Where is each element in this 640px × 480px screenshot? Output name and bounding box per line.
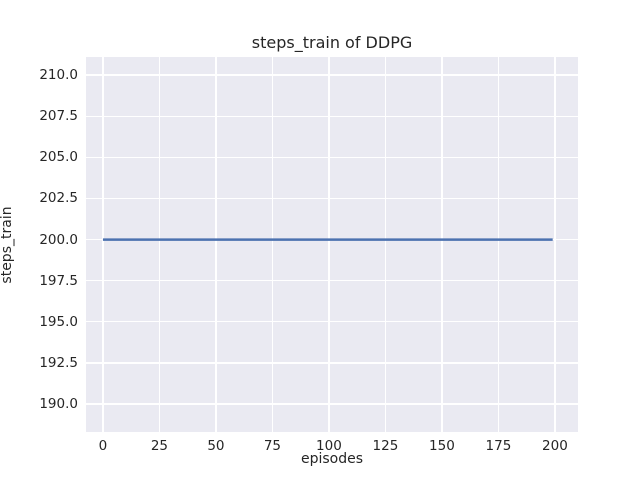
plot-area	[86, 57, 578, 432]
y-tick-label: 195.0	[39, 313, 78, 330]
y-tick-label: 200.0	[39, 231, 78, 248]
grid-line-vertical	[497, 57, 500, 432]
grid-line-vertical	[554, 57, 556, 432]
grid-line-horizontal	[86, 115, 578, 117]
x-tick-label: 125	[372, 438, 399, 454]
chart-title: steps_train of DDPG	[251, 33, 413, 52]
x-tick-label: 0	[98, 438, 108, 454]
grid-line-vertical	[328, 57, 330, 432]
series-layer	[102, 238, 553, 241]
y-tick-label: 190.0	[39, 396, 78, 413]
grid-line-horizontal	[86, 403, 578, 405]
grid-line-vertical	[102, 57, 104, 432]
x-tick-label: 75	[263, 438, 282, 454]
grid-line-horizontal	[86, 279, 578, 282]
y-tick-label: 210.0	[39, 67, 78, 84]
grid-line-vertical	[158, 57, 161, 432]
x-tick-label: 100	[316, 438, 342, 454]
grid-line-horizontal	[86, 321, 578, 323]
grid-line-horizontal	[86, 362, 578, 364]
x-tick-label: 175	[485, 438, 512, 454]
grid-line-vertical	[441, 57, 443, 432]
x-tick-label: 200	[542, 438, 568, 454]
x-tick-label: 50	[207, 438, 225, 454]
y-tick-label: 197.5	[39, 272, 78, 289]
y-tick-label: 207.5	[39, 108, 78, 125]
grid-line-vertical	[271, 57, 274, 432]
x-axis-label: episodes	[300, 451, 364, 467]
x-tick-label: 25	[150, 438, 169, 454]
grid-line-vertical	[215, 57, 217, 432]
y-tick-label: 192.5	[39, 354, 78, 371]
grid-line-vertical	[384, 57, 387, 432]
y-tick-label: 205.0	[39, 149, 78, 166]
y-tick-label: 202.5	[39, 190, 78, 207]
grid-line-horizontal	[86, 156, 578, 159]
x-tick-label: 150	[429, 438, 455, 454]
grid-line-horizontal	[86, 74, 578, 76]
grid-line-horizontal	[86, 197, 578, 200]
